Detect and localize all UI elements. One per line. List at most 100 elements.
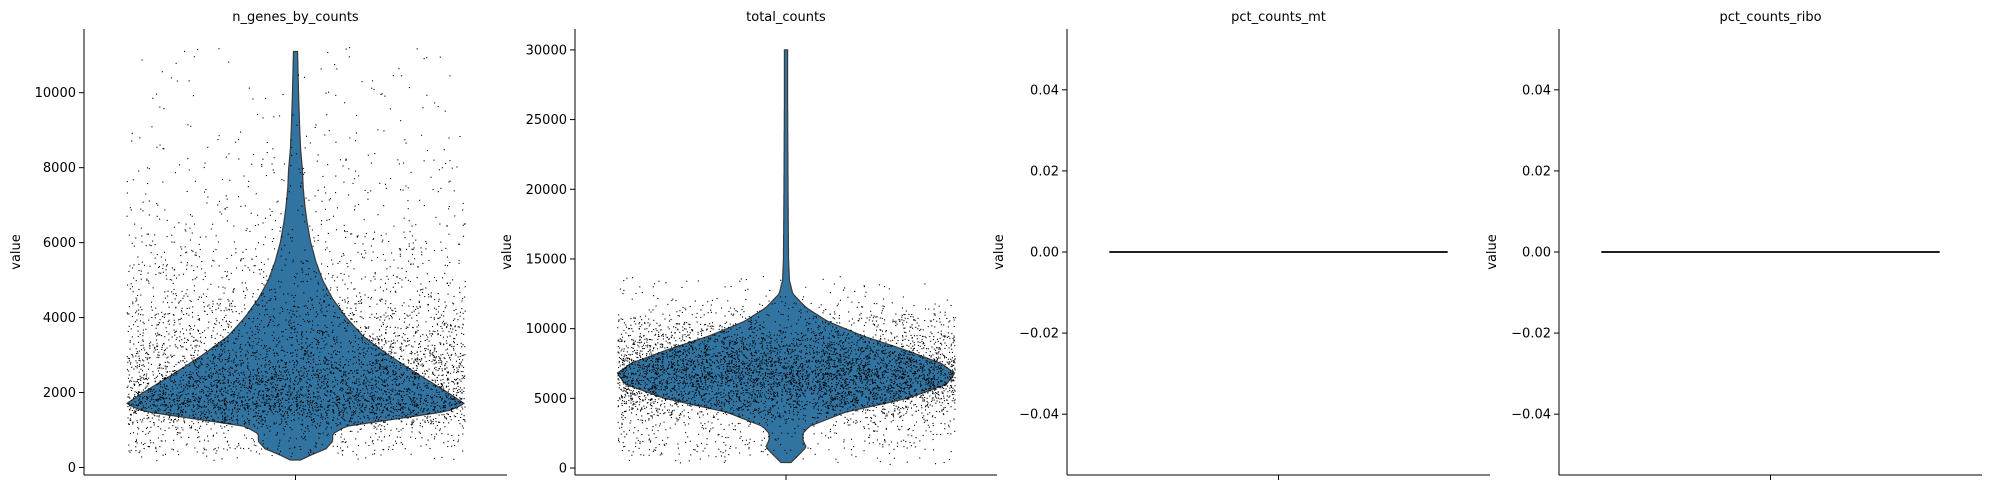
data-point <box>278 395 280 397</box>
data-point <box>437 311 439 313</box>
data-point <box>413 382 415 384</box>
data-point <box>269 275 271 277</box>
data-point <box>404 403 406 405</box>
data-point <box>303 366 305 368</box>
data-point <box>446 352 448 354</box>
data-point <box>389 365 391 367</box>
data-point <box>313 373 315 375</box>
data-point <box>314 425 316 427</box>
data-point <box>208 420 210 422</box>
data-point <box>218 48 220 50</box>
data-point <box>405 327 407 329</box>
data-point <box>156 324 158 326</box>
data-point <box>193 223 195 225</box>
data-point <box>413 420 415 422</box>
data-point <box>244 423 246 425</box>
data-point <box>213 260 215 262</box>
data-point <box>347 388 349 390</box>
data-point <box>286 309 288 311</box>
data-point <box>156 254 158 256</box>
data-point <box>136 362 138 364</box>
data-point <box>365 376 367 378</box>
data-point <box>303 357 305 359</box>
data-point <box>222 399 224 401</box>
data-point <box>146 385 148 387</box>
data-point <box>288 440 290 442</box>
data-point <box>451 353 453 355</box>
data-point <box>174 344 176 346</box>
data-point <box>193 357 195 359</box>
data-point <box>211 311 213 313</box>
data-point <box>324 300 326 302</box>
data-point <box>182 402 184 404</box>
data-point <box>354 398 356 400</box>
data-point <box>302 347 304 349</box>
data-point <box>235 365 237 367</box>
data-point <box>233 288 235 290</box>
data-point <box>416 306 418 308</box>
data-point <box>180 411 182 413</box>
data-point <box>246 427 248 429</box>
data-point <box>442 407 444 409</box>
data-point <box>201 388 203 390</box>
data-point <box>192 392 194 394</box>
data-point <box>434 407 436 409</box>
data-point <box>189 333 191 335</box>
data-point <box>416 277 418 279</box>
data-point <box>141 409 143 411</box>
data-point <box>401 355 403 357</box>
data-point <box>229 371 231 373</box>
data-point <box>396 410 398 412</box>
data-point <box>266 425 268 427</box>
data-point <box>213 357 215 359</box>
data-point <box>338 303 340 305</box>
data-point <box>203 410 205 412</box>
data-point <box>328 423 330 425</box>
data-point <box>452 381 454 383</box>
data-point <box>173 288 175 290</box>
data-point <box>247 367 249 369</box>
data-point <box>198 436 200 438</box>
data-point <box>286 351 288 353</box>
data-point <box>315 311 317 313</box>
data-point <box>279 379 281 381</box>
data-point <box>328 199 330 201</box>
data-point <box>343 254 345 256</box>
data-point <box>210 398 212 400</box>
data-point <box>137 352 139 354</box>
data-point <box>350 387 352 389</box>
data-point <box>403 388 405 390</box>
data-point <box>434 406 436 408</box>
data-point <box>408 87 410 89</box>
data-point <box>263 434 265 436</box>
data-point <box>456 334 458 336</box>
data-point <box>408 378 410 380</box>
data-point <box>382 253 384 255</box>
data-point <box>326 412 328 414</box>
data-point <box>369 393 371 395</box>
data-point <box>435 427 437 429</box>
data-point <box>402 411 404 413</box>
data-point <box>316 343 318 345</box>
data-point <box>269 367 271 369</box>
data-point <box>356 454 358 456</box>
data-point <box>379 424 381 426</box>
data-point <box>254 352 256 354</box>
data-point <box>448 285 450 287</box>
data-point <box>422 263 424 265</box>
data-point <box>134 321 136 323</box>
data-point <box>266 382 268 384</box>
data-point <box>240 131 242 133</box>
data-point <box>283 350 285 352</box>
data-point <box>391 379 393 381</box>
data-point <box>439 342 441 344</box>
data-point <box>324 357 326 359</box>
data-point <box>348 377 350 379</box>
data-point <box>191 232 193 234</box>
data-point <box>386 365 388 367</box>
data-point <box>381 440 383 442</box>
data-point <box>462 419 464 421</box>
data-point <box>442 336 444 338</box>
data-point <box>305 342 307 344</box>
data-point <box>140 344 142 346</box>
